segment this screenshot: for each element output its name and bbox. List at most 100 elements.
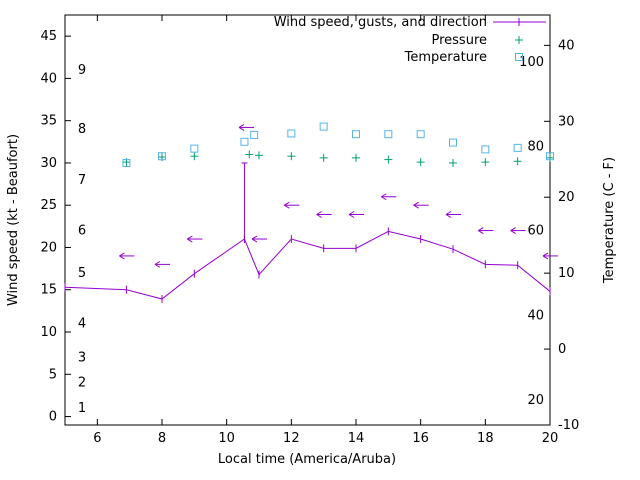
wind-arrow-head (187, 235, 193, 240)
beaufort-label: 6 (78, 224, 86, 239)
legend-label-temperature: Temperature (404, 50, 487, 65)
wind-arrow-head (187, 238, 193, 243)
wind-arrow-head (119, 255, 125, 260)
y2-tick-label: -10 (558, 418, 579, 433)
wind-arrow-head (478, 230, 484, 234)
x-tick-label: 20 (542, 431, 559, 446)
fahrenheit-label: 100 (519, 55, 544, 70)
legend-label-pressure: Pressure (431, 33, 487, 48)
y-tick-label: 5 (49, 367, 57, 382)
point-marker-square (158, 152, 166, 161)
wind-arrow-head (238, 124, 245, 128)
wind-arrow-head (154, 260, 161, 265)
y-tick-label: 10 (40, 325, 57, 340)
y-tick-label: 40 (40, 71, 57, 86)
wind-arrow-head (478, 227, 484, 231)
legend (493, 18, 546, 61)
beaufort-label: 5 (78, 266, 86, 281)
wind-arrow-head (316, 211, 322, 215)
beaufort-label: 2 (78, 376, 86, 391)
y2-tick-label: 0 (558, 342, 566, 357)
point-marker-square (190, 144, 199, 153)
legend-labels: Wind speed, gusts, and direction Pressur… (274, 15, 487, 65)
x-tick-label: 6 (93, 431, 101, 446)
point-marker-square (449, 138, 457, 147)
point-marker-square (384, 130, 393, 139)
point-marker-square (287, 129, 296, 138)
wind-arrow-head (251, 238, 258, 243)
wind-arrow-head (542, 255, 549, 260)
series-pressure (122, 150, 554, 167)
legend-sample-0 (493, 18, 546, 26)
x-tick-label: 18 (477, 431, 494, 446)
series-wind-direction-arrows (119, 124, 558, 268)
series-wind-speed (64, 227, 551, 304)
wind-arrow-head (542, 252, 549, 257)
series-wind-gust-bar (241, 162, 248, 240)
fahrenheit-label: 20 (527, 393, 544, 408)
point-marker-square (240, 137, 249, 146)
y-tick-label: 30 (40, 156, 57, 171)
y2-tick-label: 10 (558, 266, 575, 281)
wind-arrow-head (381, 196, 387, 201)
beaufort-label: 1 (78, 401, 86, 416)
y2-tick-label: 30 (558, 114, 575, 129)
fahrenheit-label: 80 (527, 139, 544, 154)
y2-tick-label: 40 (558, 38, 575, 53)
point-marker-square (481, 145, 490, 154)
wind-arrow-head (510, 230, 516, 234)
wind-arrow-head (445, 214, 452, 218)
y-tick-label: 25 (40, 198, 57, 213)
x-tick-label: 14 (348, 431, 365, 446)
y-tick-label: 15 (40, 283, 57, 298)
legend-label-wind: Wind speed, gusts, and direction (274, 15, 487, 30)
legend-sample-2 (515, 53, 523, 61)
point-marker-square (319, 122, 328, 131)
point-marker-square (513, 143, 522, 152)
wind-arrow-head (238, 127, 245, 131)
y-tick-label: 20 (40, 240, 57, 255)
point-marker-square (122, 159, 131, 168)
point-marker-square (352, 130, 360, 139)
x-tick-label: 10 (218, 431, 235, 446)
x-tick-label: 12 (283, 431, 300, 446)
y2-tick-label: 20 (558, 190, 575, 205)
plot-border (64, 14, 551, 426)
wind-arrow-head (381, 193, 387, 198)
y2-axis-title: Temperature (C - F) (602, 157, 617, 284)
point-marker-square (546, 152, 554, 161)
wind-arrow-head (251, 235, 258, 240)
wind-arrow-head (510, 227, 516, 231)
beaufort-label: 9 (78, 63, 86, 78)
beaufort-label: 8 (78, 122, 86, 137)
point-marker-square (250, 130, 259, 139)
wind-arrow-head (284, 204, 290, 209)
point-marker-square (515, 53, 523, 61)
legend-sample-1 (515, 36, 523, 44)
beaufort-label: 4 (78, 317, 86, 332)
point-marker-square (416, 130, 425, 139)
beaufort-label: 7 (78, 173, 86, 188)
fahrenheit-label: 60 (527, 224, 544, 239)
wind-arrow-head (445, 211, 452, 215)
y-tick-label: 45 (40, 29, 57, 44)
series-temperature (122, 122, 554, 168)
x-tick-label: 8 (158, 431, 166, 446)
y-tick-label: 35 (40, 114, 57, 129)
y-tick-label: 0 (49, 410, 57, 425)
wind-arrow-head (413, 204, 419, 209)
wind-arrow-head (348, 214, 355, 218)
wind-arrow-head (413, 201, 419, 206)
x-tick-label: 16 (412, 431, 429, 446)
beaufort-label: 3 (78, 350, 86, 365)
wind-arrow-head (284, 201, 290, 206)
fahrenheit-label: 40 (527, 309, 544, 324)
wind-arrow-head (316, 214, 322, 218)
wind-arrow-head (154, 263, 161, 268)
y-axis-title: Wind speed (kt - Beaufort) (6, 134, 21, 306)
wind-arrow-head (119, 252, 125, 257)
x-axis-title: Local time (America/Aruba) (218, 452, 396, 467)
